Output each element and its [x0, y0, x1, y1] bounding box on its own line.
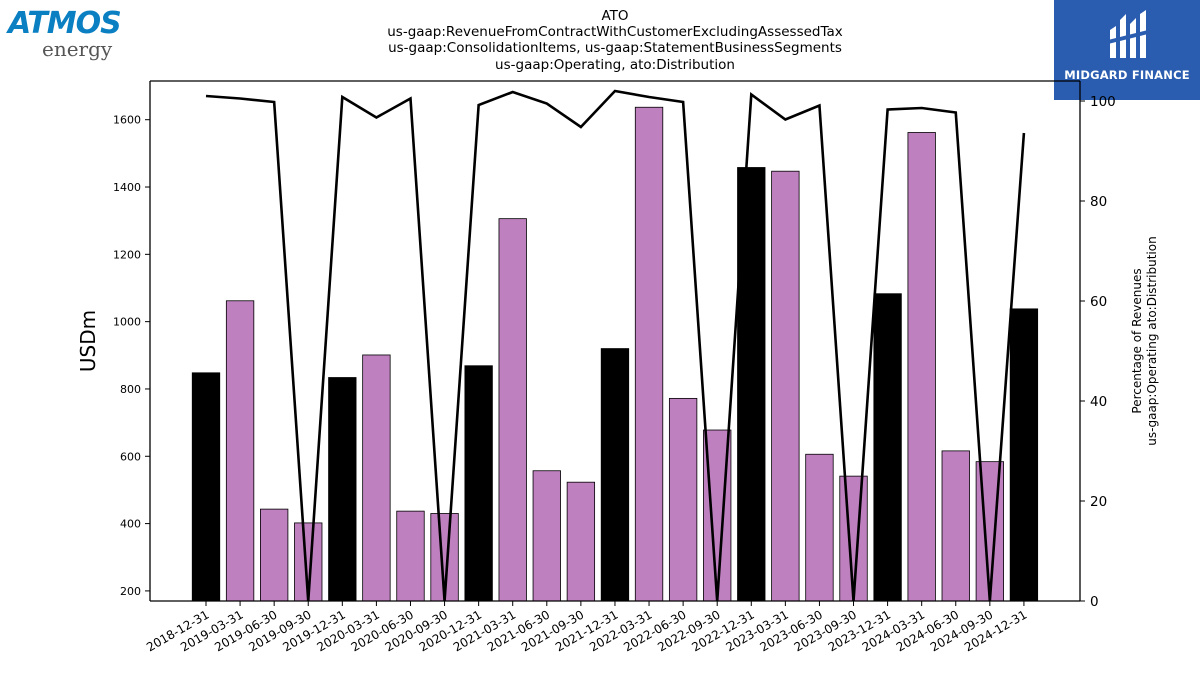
atmos-logo-wordmark: ATMOS — [8, 6, 122, 41]
bar-2023-03-31 — [771, 170, 800, 602]
y2-tick-label: 40 — [1090, 394, 1107, 410]
bar-2019-12-31 — [328, 377, 357, 602]
y2-tick-label: 80 — [1090, 194, 1107, 210]
bar-2019-06-30 — [260, 508, 289, 602]
bar-2021-03-31 — [498, 218, 527, 602]
chart-title-line-2: us-gaap:RevenueFromContractWithCustomerE… — [387, 24, 843, 40]
bar-2024-12-31 — [1009, 308, 1039, 602]
midgard-finance-logo: MIDGARD FINANCE — [1054, 0, 1200, 100]
y-tick-label: 1000 — [113, 316, 141, 329]
chart-title-line-4: us-gaap:Operating, ato:Distribution — [495, 57, 735, 73]
y-tick-label: 1400 — [113, 181, 141, 194]
percentage-line — [205, 89, 1026, 602]
chart-title-line-1: ATO — [601, 8, 628, 24]
bar-2024-03-31 — [907, 132, 936, 602]
bar-2020-06-30 — [396, 510, 425, 602]
line-series — [205, 89, 1026, 602]
bar-2021-12-31 — [600, 348, 630, 602]
bar-2022-06-30 — [668, 397, 698, 602]
bar-2023-12-31 — [873, 293, 902, 602]
bar-2020-12-31 — [464, 365, 493, 602]
y2-axis-label-line-2: us-gaap:Operating ato:Distribution — [1145, 236, 1159, 445]
y2-tick-label: 100 — [1090, 94, 1116, 110]
y2-tick-label: 20 — [1090, 494, 1107, 510]
atmos-energy-logo: ATMOS energy — [4, 4, 134, 62]
bar-2021-06-30 — [532, 470, 561, 602]
y-tick-label: 800 — [120, 383, 141, 396]
bar-2023-09-30 — [839, 475, 868, 602]
y-tick-label: 1600 — [113, 114, 141, 127]
bar-2022-03-31 — [634, 106, 664, 602]
midgard-emblem-icon — [1108, 10, 1148, 58]
y2-tick-label: 60 — [1090, 294, 1107, 310]
bar-2021-09-30 — [566, 481, 596, 602]
bar-series — [191, 106, 1039, 602]
y2-tick-label: 0 — [1090, 594, 1099, 610]
atmos-logo-subtext: energy — [42, 37, 113, 61]
y-tick-label: 400 — [120, 518, 141, 531]
chart-title: ATO us-gaap:RevenueFromContractWithCusto… — [387, 8, 843, 73]
y-tick-label: 600 — [120, 450, 141, 463]
y-axis-label: USDm — [76, 310, 100, 372]
chart-title-line-3: us-gaap:ConsolidationItems, us-gaap:Stat… — [388, 40, 842, 56]
bar-2024-06-30 — [941, 450, 970, 602]
bar-2020-03-31 — [362, 354, 391, 602]
bar-2023-06-30 — [805, 453, 834, 602]
midgard-logo-name: MIDGARD FINANCE — [1064, 68, 1190, 82]
bar-2019-03-31 — [225, 300, 255, 602]
bar-2018-12-31 — [191, 372, 221, 602]
y-tick-label: 1200 — [113, 248, 141, 261]
y-tick-label: 200 — [120, 585, 141, 598]
y2-axis-label: Percentage of Revenues us-gaap:Operating… — [1130, 236, 1159, 445]
y2-axis-label-line-1: Percentage of Revenues — [1130, 268, 1144, 413]
